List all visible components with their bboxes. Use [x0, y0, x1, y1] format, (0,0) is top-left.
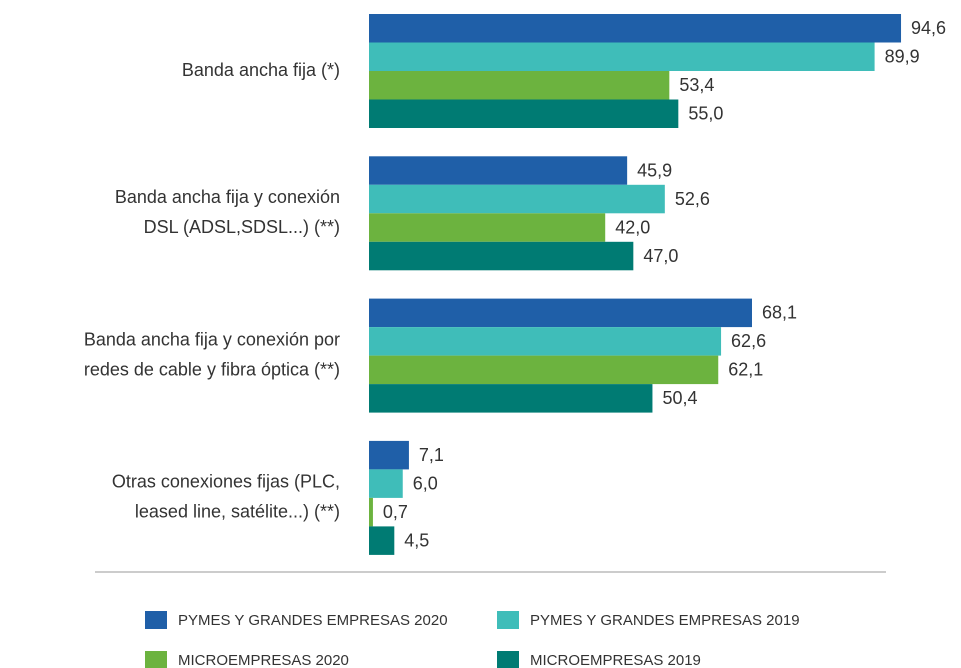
bar — [369, 184, 665, 214]
legend-label: MICROEMPRESAS 2019 — [530, 652, 701, 668]
value-label: 62,6 — [731, 331, 766, 351]
legend-swatch — [497, 651, 519, 668]
value-label: 47,0 — [643, 246, 678, 266]
category-label: redes de cable y fibra óptica (**) — [84, 359, 340, 379]
value-label: 0,7 — [383, 502, 408, 522]
bar — [369, 14, 902, 43]
category-label: DSL (ADSL,SDSL...) (**) — [144, 217, 340, 237]
bar — [369, 355, 719, 385]
category-label: Banda ancha fija y conexión — [115, 187, 340, 207]
value-label: 4,5 — [404, 530, 429, 550]
value-label: 6,0 — [413, 473, 438, 493]
legend-label: MICROEMPRESAS 2020 — [178, 652, 349, 668]
bar — [369, 156, 628, 185]
category-label: leased line, satélite...) (**) — [135, 502, 340, 522]
bar — [369, 497, 373, 527]
bar — [369, 298, 752, 328]
bar — [369, 526, 395, 555]
legend-swatch — [145, 651, 167, 668]
bar — [369, 440, 409, 470]
legend-label: PYMES Y GRANDES EMPRESAS 2020 — [178, 612, 448, 629]
value-label: 50,4 — [662, 388, 697, 408]
bar — [369, 327, 722, 356]
value-label: 52,6 — [675, 189, 710, 209]
value-label: 53,4 — [679, 75, 714, 95]
legend-swatch — [497, 611, 519, 629]
value-label: 94,6 — [911, 18, 946, 38]
value-label: 7,1 — [419, 445, 444, 465]
bar — [369, 99, 679, 128]
value-label: 55,0 — [688, 104, 723, 124]
bar — [369, 213, 606, 242]
value-label: 42,0 — [615, 217, 650, 237]
bar — [369, 241, 634, 271]
bar — [369, 469, 403, 498]
legend-swatch — [145, 611, 167, 629]
value-label: 68,1 — [762, 303, 797, 323]
bar — [369, 42, 875, 71]
value-label: 45,9 — [637, 160, 672, 180]
value-label: 89,9 — [885, 47, 920, 67]
bar — [369, 384, 653, 413]
category-label: Banda ancha fija (*) — [182, 60, 340, 80]
legend-label: PYMES Y GRANDES EMPRESAS 2019 — [530, 612, 800, 629]
category-label: Banda ancha fija y conexión por — [84, 329, 340, 349]
category-label: Otras conexiones fijas (PLC, — [112, 472, 340, 492]
value-label: 62,1 — [728, 360, 763, 380]
bar — [369, 71, 670, 100]
